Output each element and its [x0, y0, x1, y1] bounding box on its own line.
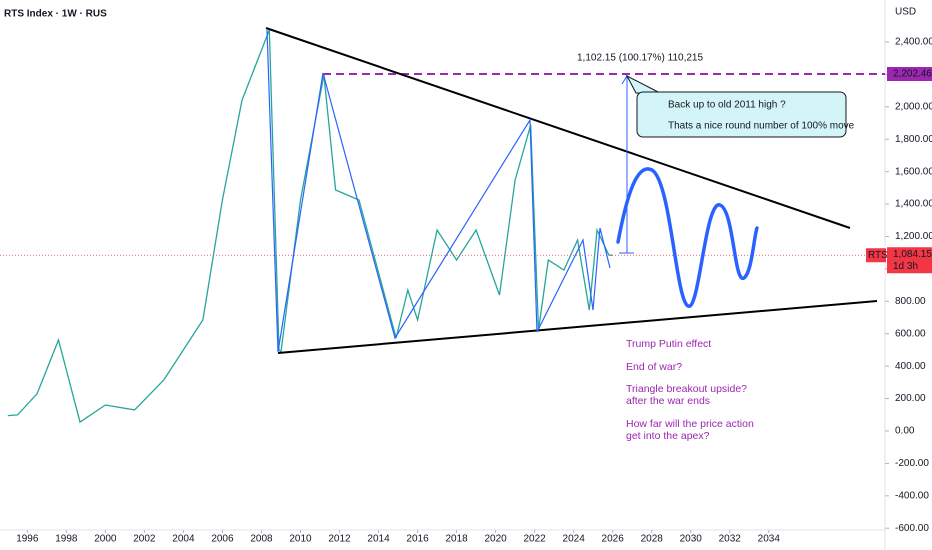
x-tick-label: 1998 [55, 534, 78, 545]
x-tick-label: 2008 [250, 534, 273, 545]
x-tick-label: 2002 [133, 534, 156, 545]
y-tick-label: 1,800.00 [895, 134, 932, 145]
countdown: 1d 3h [893, 261, 918, 272]
symbol-tag [866, 248, 886, 263]
price-line [7, 29, 613, 424]
note: End of war? [626, 361, 682, 373]
chart-title: RTS Index · 1W · RUS [4, 9, 107, 20]
y-tick-label: 200.00 [895, 393, 926, 404]
y-tick-label: 400.00 [895, 361, 926, 372]
x-tick-label: 2022 [524, 534, 547, 545]
note: get into the apex? [626, 430, 710, 442]
x-tick-label: 2026 [602, 534, 625, 545]
x-tick-label: 2030 [680, 534, 703, 545]
note: Triangle breakout upside? [626, 383, 747, 395]
y-tick-label: 600.00 [895, 328, 926, 339]
x-tick-label: 1996 [16, 534, 39, 545]
y-tick-label: -200.00 [895, 458, 929, 469]
x-tick-label: 2004 [172, 534, 195, 545]
x-tick-label: 2028 [641, 534, 664, 545]
x-tick-label: 2000 [94, 534, 117, 545]
price-label: 1,084.15 [893, 249, 932, 260]
plot: -600.00 -400.00 -200.00 0.00 200.00 400.00 600… [0, 29, 932, 545]
level-tag [887, 66, 932, 81]
x-tick-label: 2034 [758, 534, 781, 545]
y-tick-label: 2,400.00 [895, 37, 932, 48]
y-tick-label: -400.00 [895, 490, 929, 501]
y-tick-label: 1,400.00 [895, 199, 932, 210]
x-tick-label: 2014 [367, 534, 390, 545]
callout-text: Back up to old 2011 high ? [668, 100, 786, 111]
triangle-lower [277, 300, 878, 354]
x-tick-label: 2016 [406, 534, 429, 545]
x-tick-label: 2010 [289, 534, 312, 545]
callout-text: Thats a nice round number of 100% move [668, 121, 855, 132]
symbol-label: RTSI [868, 250, 891, 261]
note: after the war ends [626, 395, 710, 407]
note: Trump Putin effect [626, 338, 711, 350]
price-tag [887, 247, 932, 274]
note: How far will the price action [626, 418, 754, 430]
x-tick-label: 2006 [211, 534, 234, 545]
level-label: 2,202.46 [893, 69, 932, 80]
measure-label: 1,102.15 (100.17%) 110,215 [577, 53, 703, 64]
triangle-upper [265, 27, 851, 229]
x-tick-label: 2020 [484, 534, 507, 545]
x-tick-label: 2018 [445, 534, 468, 545]
callout-box [636, 91, 847, 138]
y-tick-label: 1,600.00 [895, 166, 932, 177]
x-tick-label: 2032 [719, 534, 742, 545]
y-tick-label: -600.00 [895, 523, 929, 534]
y-tick-label: 0.00 [895, 426, 915, 437]
x-tick-label: 2012 [328, 534, 351, 545]
zigzag [266, 29, 611, 353]
y-tick-label: 800.00 [895, 296, 926, 307]
x-tick-label: 2024 [563, 534, 586, 545]
y-tick-label: 2,000.00 [895, 101, 932, 112]
projection [616, 167, 759, 308]
y-tick-label: 1,200.00 [895, 231, 932, 242]
currency: USD [895, 7, 916, 18]
